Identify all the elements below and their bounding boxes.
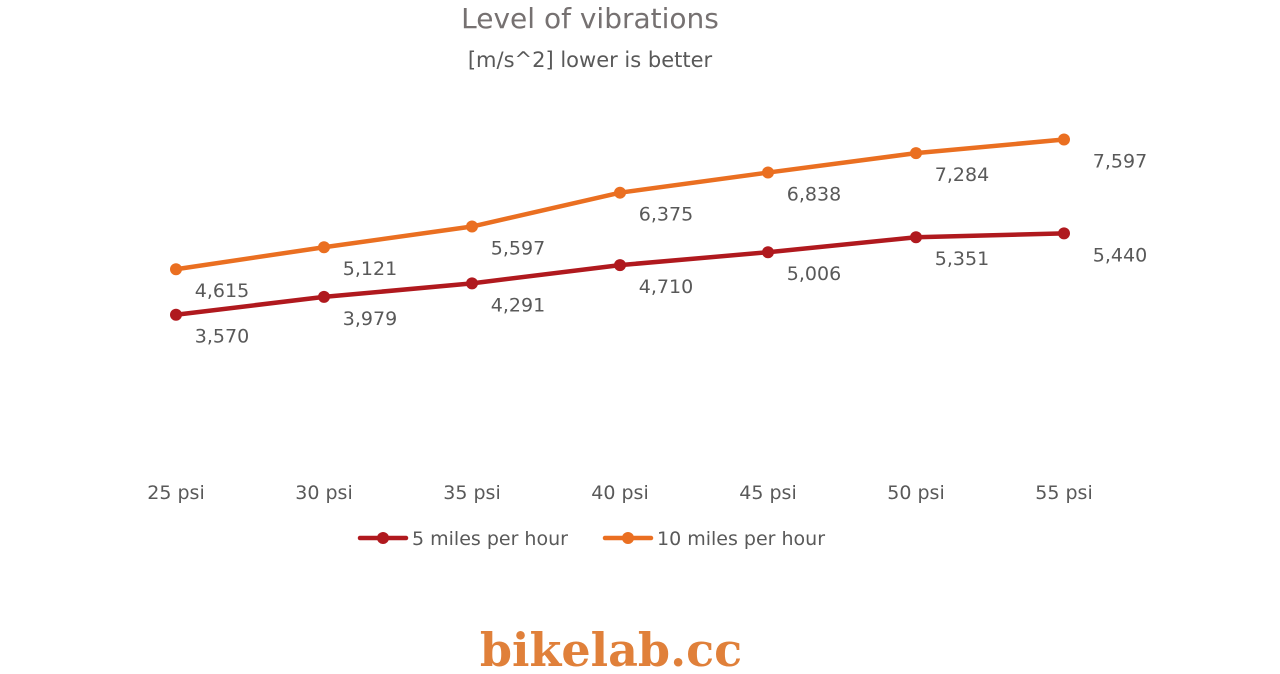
x-tick-label: 30 psi [295,482,352,504]
data-label: 5,440 [1093,244,1147,266]
data-point [910,147,922,160]
data-point [1058,227,1070,240]
data-label: 5,006 [787,263,841,285]
data-point [762,166,774,179]
data-point [318,290,330,303]
x-tick-label: 55 psi [1035,482,1092,504]
data-label: 3,979 [343,308,397,330]
series-line [173,137,1067,272]
chart-subtitle: [m/s^2] lower is better [468,48,713,72]
legend-label: 5 miles per hour [412,528,568,550]
data-point [466,220,478,233]
data-point [318,241,330,254]
data-point [614,186,626,199]
data-label: 6,375 [639,204,693,226]
data-point [614,259,626,272]
data-label: 5,597 [491,238,545,260]
legend-item: 10 miles per hour [602,528,825,550]
chart-title: Level of vibrations [461,2,719,35]
brand-logo: bikelab.cc [480,623,742,674]
data-label: 4,710 [639,276,693,298]
data-point [910,231,922,244]
series-1: 3,570 3,979 4,291 4,710 5,006 5,351 5,440 [170,227,1147,348]
data-label: 7,284 [935,164,989,186]
data-point [170,308,182,321]
data-label: 4,291 [491,294,545,316]
data-label: 6,838 [787,184,841,206]
data-point [170,263,182,276]
data-point [466,277,478,290]
x-tick-label: 45 psi [739,482,796,504]
x-tick-label: 25 psi [147,482,204,504]
x-axis-ticks: 25 psi 30 psi 35 psi 40 psi 45 psi 50 psi 55 p… [147,482,1092,504]
x-tick-label: 50 psi [887,482,944,504]
data-label: 4,615 [195,280,249,302]
legend-marker [622,532,634,544]
data-label: 3,570 [195,326,249,348]
legend-item: 5 miles per hour [357,528,568,550]
legend-label: 10 miles per hour [657,528,825,550]
x-tick-label: 40 psi [591,482,648,504]
data-label: 5,121 [343,258,397,280]
legend: 5 miles per hour 10 miles per hour [357,528,825,550]
data-label: 5,351 [935,248,989,270]
legend-marker [377,532,389,544]
data-point [1058,133,1070,146]
series-line [173,231,1067,317]
series-2: 4,615 5,121 5,597 6,375 6,838 7,284 7,597 [170,133,1147,302]
x-tick-label: 35 psi [443,482,500,504]
data-label: 7,597 [1093,151,1147,173]
data-point [762,246,774,259]
